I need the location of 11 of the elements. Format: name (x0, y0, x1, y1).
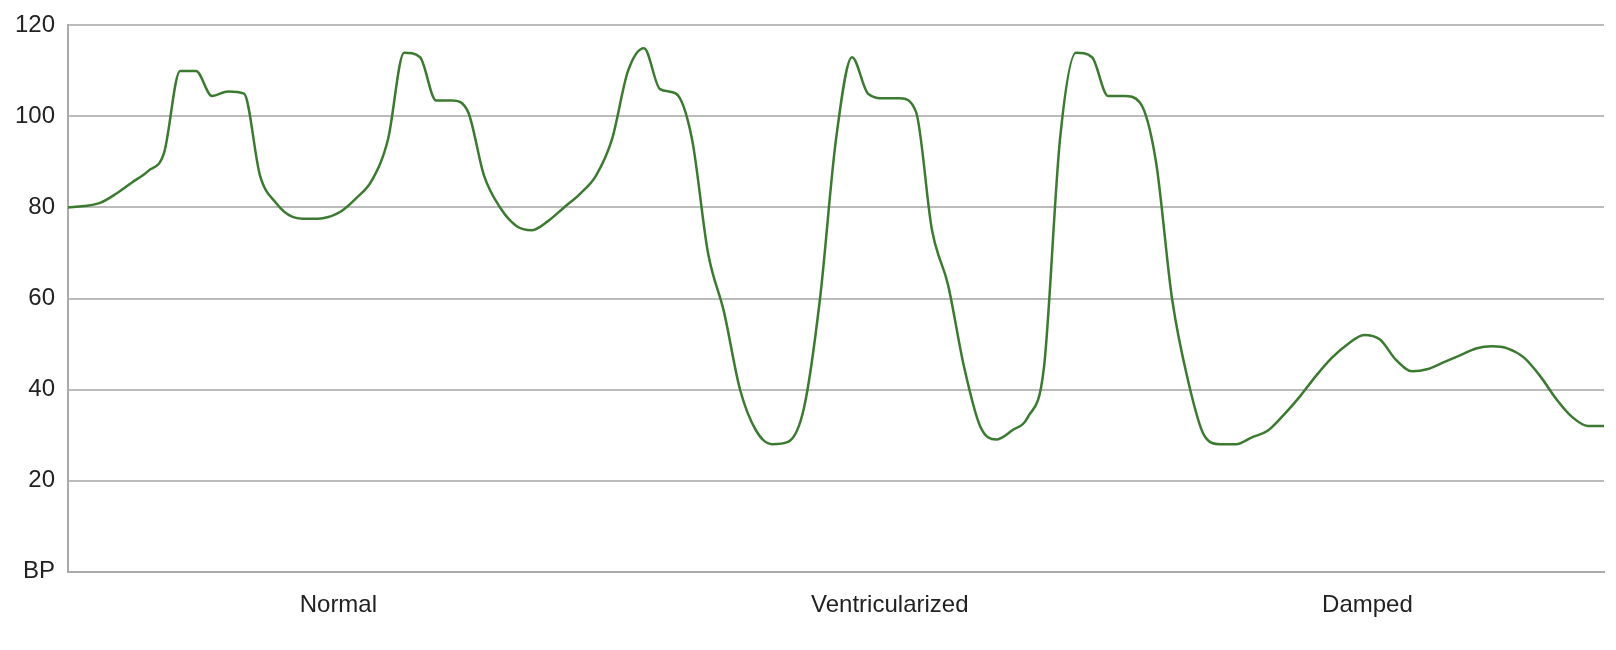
text: Normal (299, 590, 378, 618)
y-tick-label: 60 (28, 283, 56, 311)
y-tick-label: 120 (15, 10, 56, 38)
y-tick-label: 40 (28, 374, 56, 402)
line-series (66, 46, 1606, 446)
text: Ventricularized (811, 590, 969, 618)
y-tick-label: 100 (15, 101, 56, 129)
y-tick-label: 80 (28, 192, 56, 220)
y-tick-label: 20 (28, 465, 56, 493)
y-tick-label: BP (23, 556, 56, 584)
text: Damped (1322, 590, 1413, 618)
